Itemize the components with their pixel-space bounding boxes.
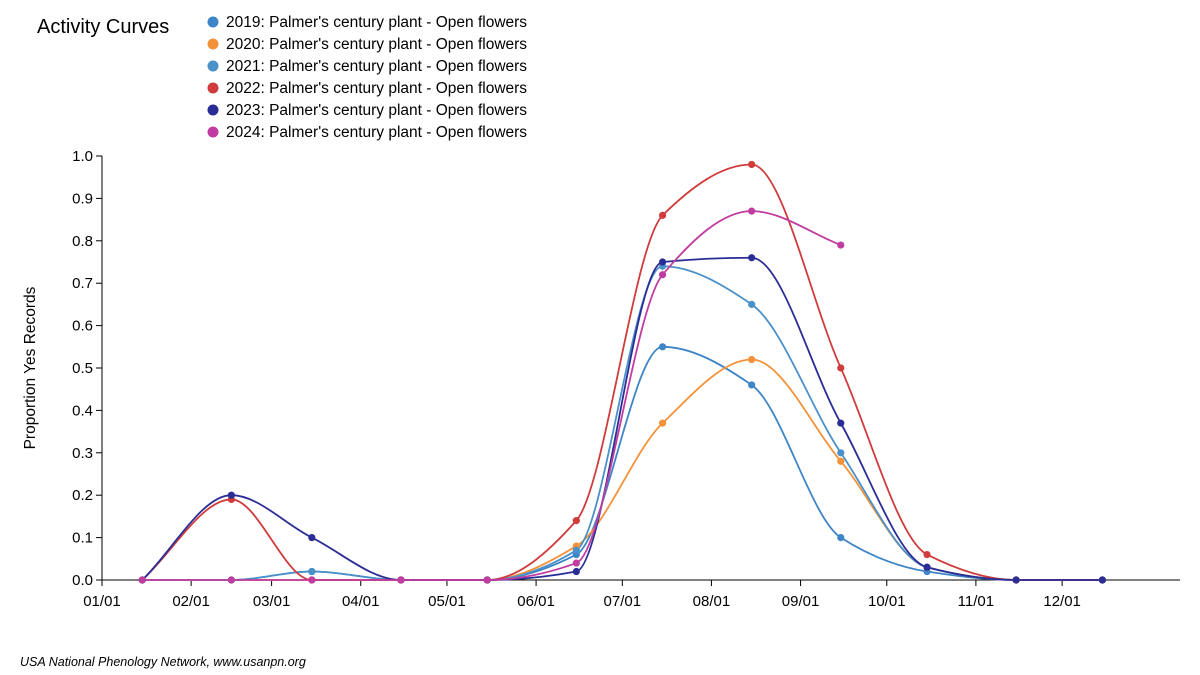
- x-tick-label: 09/01: [782, 593, 820, 610]
- x-tick-label: 01/01: [83, 593, 121, 610]
- data-point: [658, 211, 667, 219]
- y-tick-label: 0.7: [72, 275, 93, 292]
- legend: 2019: Palmer's century plant - Open flow…: [207, 14, 527, 141]
- legend-label: 2020: Palmer's century plant - Open flow…: [226, 36, 527, 53]
- series-line-2: [142, 358, 1103, 581]
- data-point: [658, 343, 667, 351]
- data-point: [837, 364, 845, 372]
- legend-label: 2022: Palmer's century plant - Open flow…: [226, 80, 527, 97]
- legend-label: 2024: Palmer's century plant - Open flow…: [226, 124, 527, 141]
- data-point: [138, 576, 146, 584]
- series-line-4: [141, 163, 1103, 581]
- series-lines: [141, 163, 1103, 581]
- x-tick-label: 03/01: [253, 593, 291, 610]
- legend-label: 2019: Palmer's century plant - Open flow…: [226, 14, 527, 31]
- data-point: [1098, 576, 1106, 584]
- x-tick-label: 05/01: [428, 593, 466, 610]
- data-point: [572, 517, 580, 525]
- data-point: [837, 449, 845, 457]
- y-tick-label: 0.1: [72, 530, 93, 547]
- y-tick-label: 0.0: [72, 572, 93, 589]
- footer-credit: USA National Phenology Network, www.usan…: [20, 655, 306, 669]
- x-tick-label: 10/01: [868, 593, 906, 610]
- x-tick-label: 07/01: [604, 593, 642, 610]
- x-tick-label: 12/01: [1043, 593, 1081, 610]
- series-line-1: [142, 345, 1103, 581]
- data-point: [308, 576, 316, 584]
- y-tick-label: 0.9: [72, 190, 93, 207]
- data-point: [227, 491, 235, 499]
- series-line-3: [142, 265, 1103, 581]
- legend-marker: [207, 38, 219, 50]
- data-point: [748, 300, 756, 308]
- data-point: [748, 355, 756, 364]
- data-point: [227, 576, 235, 584]
- data-point: [923, 550, 931, 559]
- y-tick-label: 0.3: [72, 445, 93, 462]
- legend-marker: [207, 104, 219, 116]
- data-point: [572, 559, 580, 567]
- series-line-5: [141, 256, 1103, 581]
- data-point: [483, 576, 491, 584]
- x-tick-label: 02/01: [172, 593, 210, 610]
- data-point: [658, 271, 667, 279]
- legend-marker: [207, 126, 219, 138]
- data-point: [837, 419, 845, 427]
- y-tick-label: 0.2: [72, 487, 93, 504]
- legend-marker: [207, 60, 219, 72]
- data-point: [658, 258, 667, 266]
- data-point: [572, 567, 580, 576]
- x-tick-label: 11/01: [958, 593, 994, 610]
- legend-marker: [207, 82, 219, 94]
- y-tick-label: 0.8: [72, 233, 93, 250]
- y-axis-label: Proportion Yes Records: [22, 286, 39, 449]
- legend-marker: [207, 16, 219, 28]
- data-point: [308, 567, 316, 576]
- data-point: [837, 457, 845, 465]
- series-points: [138, 160, 1106, 584]
- x-axis: 01/01 02/01 03/01 04/01 05/01 06/01 07/01 08/01…: [83, 579, 1180, 610]
- x-tick-label: 08/01: [693, 593, 731, 610]
- data-point: [397, 576, 405, 584]
- y-tick-label: 1.0: [72, 148, 93, 165]
- chart-title: Activity Curves: [37, 16, 169, 38]
- y-tick-label: 0.6: [72, 318, 93, 335]
- data-point: [1012, 576, 1020, 584]
- data-point: [748, 207, 756, 215]
- legend-label: 2021: Palmer's century plant - Open flow…: [226, 58, 527, 75]
- data-point: [837, 534, 845, 542]
- data-point: [837, 241, 845, 249]
- data-point: [923, 563, 931, 571]
- legend-label: 2023: Palmer's century plant - Open flow…: [226, 102, 527, 119]
- data-point: [748, 160, 756, 169]
- data-point: [572, 546, 580, 554]
- data-point: [658, 419, 667, 427]
- x-tick-label: 06/01: [517, 593, 555, 610]
- y-tick-label: 0.5: [72, 360, 93, 377]
- y-axis: 0.0 0.1 0.2 0.3 0.4 0.5 0.6 0.7 0.8 0.9 1.0: [72, 148, 103, 589]
- y-tick-label: 0.4: [72, 402, 93, 419]
- data-point: [748, 254, 756, 262]
- x-tick-label: 04/01: [342, 593, 380, 610]
- series-line-6: [142, 210, 842, 581]
- data-point: [308, 534, 316, 542]
- data-point: [748, 381, 756, 389]
